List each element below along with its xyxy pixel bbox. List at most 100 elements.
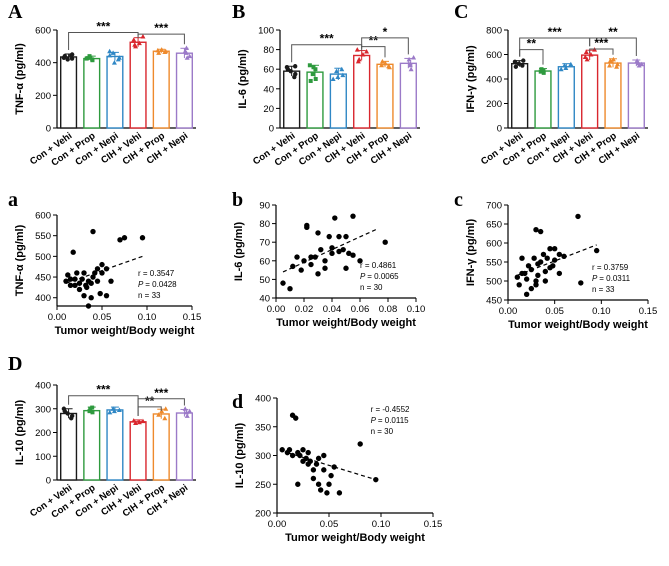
- point-C-2: [558, 66, 564, 72]
- point-A-2: [111, 60, 117, 65]
- point-C-4: [607, 58, 613, 63]
- point-D-3: [131, 418, 137, 423]
- x-tick-label-d: 0.10: [372, 519, 391, 530]
- y-axis-title-C: IFN-γ (pg/ml): [465, 45, 477, 113]
- panel-letter-b: b: [232, 189, 243, 211]
- scatter-point-d: [295, 481, 301, 487]
- scatter-point-b: [322, 258, 328, 264]
- x-tick-label-d: 0.05: [320, 519, 339, 530]
- y-tick-label-d: 250: [255, 480, 271, 491]
- x-tick-label-d: 0.15: [424, 519, 443, 530]
- point-C-2: [563, 65, 569, 70]
- point-A-4: [159, 47, 165, 52]
- sig-bracket-B-1: [361, 46, 386, 58]
- y-tick-label-c: 700: [486, 201, 502, 212]
- scatter-point-b: [340, 246, 346, 253]
- scatter-point-b: [343, 265, 349, 271]
- point-A-2: [115, 56, 121, 62]
- y-tick-label-d: 350: [255, 422, 271, 433]
- scatter-point-d: [321, 467, 327, 473]
- y-tick-label-d: 300: [255, 451, 271, 462]
- y-tick-label-B: 20: [263, 104, 274, 115]
- scatter-point-b: [329, 250, 335, 257]
- scatter-point-b: [346, 250, 352, 257]
- scatter-point-a: [76, 286, 83, 293]
- scatter-point-d: [310, 467, 317, 473]
- y-tick-label-C: 400: [486, 75, 502, 86]
- stat-r-a: r = 0.3547: [138, 269, 175, 278]
- scatter-point-a: [94, 266, 101, 272]
- scatter-point-b: [301, 258, 307, 264]
- point-D-4: [162, 415, 168, 421]
- point-A-5: [187, 53, 193, 59]
- y-tick-label-A: 200: [35, 91, 51, 102]
- y-tick-label-d: 200: [255, 509, 271, 520]
- stat-n-d: n = 30: [371, 427, 394, 436]
- scatter-point-b: [312, 254, 318, 260]
- point-A-3: [136, 40, 142, 46]
- scatter-point-c: [528, 266, 535, 273]
- y-tick-label-c: 600: [486, 239, 502, 250]
- y-tick-label-C: 200: [486, 99, 502, 110]
- scatter-point-c: [575, 213, 581, 220]
- x-tick-label-a: 0.00: [48, 312, 67, 323]
- stat-r-c: r = 0.3759: [592, 263, 629, 272]
- sig-label-C-1: ***: [548, 25, 562, 39]
- scatter-point-d: [293, 415, 299, 421]
- panel-letter-C: C: [454, 1, 468, 23]
- point-C-3: [583, 49, 589, 55]
- sig-label-A-1: ***: [154, 21, 168, 35]
- y-tick-label-a: 500: [35, 252, 51, 263]
- scatter-point-d: [300, 447, 306, 453]
- scatter-point-d: [310, 475, 317, 482]
- x-tick-label-c: 0.10: [592, 306, 611, 317]
- point-A-0: [62, 53, 67, 59]
- scatter-point-a: [72, 276, 78, 282]
- point-D-1: [90, 405, 95, 410]
- point-D-3: [136, 419, 142, 425]
- y-tick-label-B: 40: [263, 84, 274, 95]
- scatter-point-a: [76, 280, 83, 286]
- point-B-3: [354, 47, 360, 52]
- scatter-point-d: [315, 455, 322, 462]
- scatter-point-b: [315, 271, 321, 277]
- point-B-2: [339, 66, 345, 72]
- point-D-4: [156, 412, 162, 417]
- panel-letter-B: B: [232, 1, 245, 23]
- bar-C-1: [534, 70, 552, 129]
- bar-A-2: [106, 55, 124, 129]
- scatter-point-a: [90, 228, 96, 235]
- point-A-4: [163, 48, 169, 54]
- panel-c: c 450 500 550 600 650 700 IFN-γ (pg/ml) 0.00 0.05…: [454, 189, 657, 331]
- y-tick-label-a: 600: [35, 211, 51, 222]
- scatter-point-b: [343, 233, 349, 240]
- scatter-point-b: [304, 224, 310, 231]
- bar-B-5: [399, 62, 417, 129]
- scatter-point-c: [537, 228, 544, 235]
- point-D-4: [159, 408, 165, 414]
- scatter-point-d: [331, 464, 337, 470]
- scatter-point-d: [324, 490, 330, 496]
- stat-p-value-a: = 0.0428: [145, 280, 177, 289]
- bar-B-2: [329, 73, 347, 129]
- point-A-0: [65, 57, 70, 62]
- point-A-1: [87, 54, 92, 59]
- point-D-3: [140, 418, 146, 424]
- scatter-point-b: [350, 252, 356, 258]
- y-axis-title-d: IL-10 (pg/ml): [234, 422, 246, 488]
- y-tick-label-D: 300: [35, 404, 51, 415]
- point-C-3: [582, 54, 588, 59]
- x-axis-title-a: Tumor weight/Body weight: [55, 325, 195, 337]
- y-tick-label-B: 0: [269, 124, 274, 135]
- point-B-4: [387, 64, 393, 70]
- stat-p-c: P = 0.0311: [592, 274, 631, 283]
- bar-A-4: [152, 50, 170, 129]
- point-C-0: [521, 58, 526, 63]
- point-D-1: [90, 410, 95, 415]
- scatter-point-b: [280, 280, 286, 286]
- sig-label-B-1: **: [369, 34, 379, 48]
- y-tick-label-D: 0: [46, 476, 51, 487]
- bar-C-3: [581, 54, 599, 129]
- point-A-3: [132, 42, 138, 47]
- y-axis-title-D: IL-10 (pg/ml): [14, 399, 26, 465]
